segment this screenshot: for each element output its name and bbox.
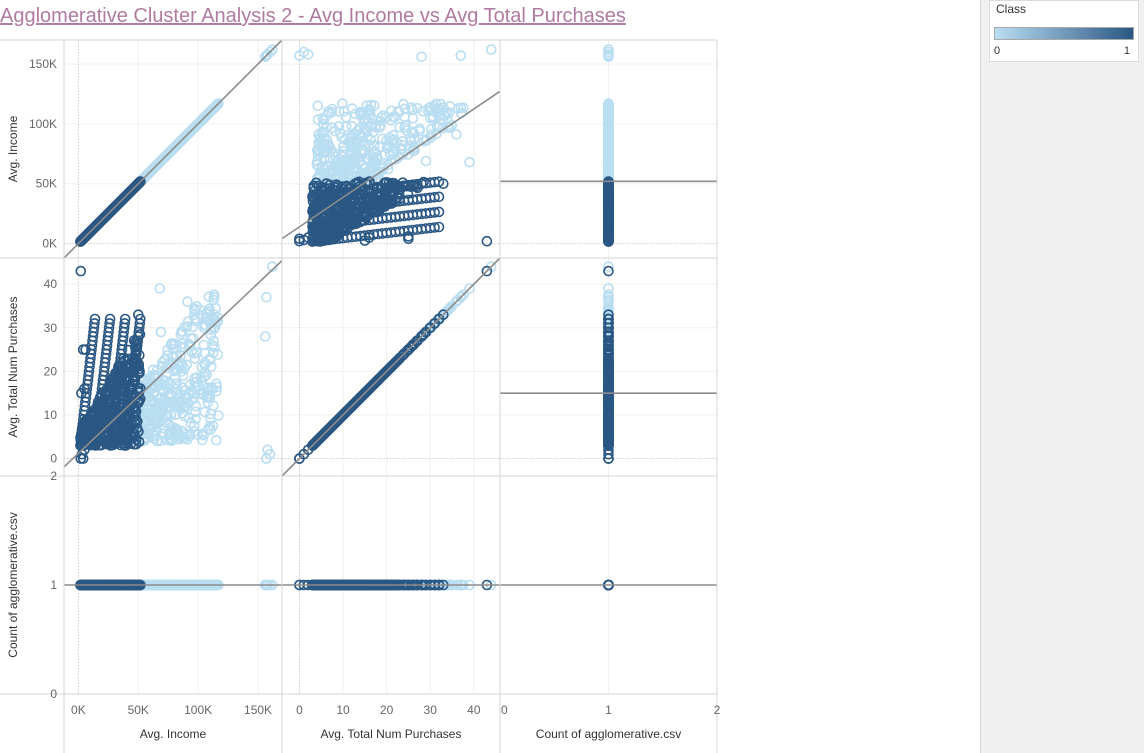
data-point-class-1[interactable] — [75, 265, 87, 277]
page-title: Agglomerative Cluster Analysis 2 - Avg I… — [0, 5, 626, 27]
data-point-class-0[interactable] — [142, 169, 153, 180]
data-point-class-0[interactable] — [179, 132, 190, 143]
data-point-class-0[interactable] — [312, 100, 324, 111]
data-point-class-0[interactable] — [154, 283, 166, 294]
data-point-class-0[interactable] — [182, 296, 193, 307]
data-point-class-0[interactable] — [155, 155, 167, 167]
data-point-class-0[interactable] — [210, 101, 221, 112]
data-point-class-0[interactable] — [162, 149, 173, 160]
data-point-class-0[interactable] — [416, 51, 427, 63]
data-point-class-0[interactable] — [198, 112, 210, 124]
data-point-class-0[interactable] — [267, 44, 278, 55]
data-point-class-0[interactable] — [451, 129, 462, 140]
data-point-class-0[interactable] — [259, 51, 271, 63]
data-point-class-0[interactable] — [155, 326, 167, 338]
data-point-class-0[interactable] — [190, 120, 202, 132]
data-point-class-0[interactable] — [455, 50, 467, 61]
data-point-class-0[interactable] — [464, 156, 475, 168]
data-point-class-0[interactable] — [176, 135, 187, 146]
data-point-class-0[interactable] — [152, 159, 163, 170]
data-point-class-0[interactable] — [261, 50, 272, 61]
panel-income-vs-income — [75, 44, 278, 247]
points-layer — [75, 44, 614, 591]
data-point-class-0[interactable] — [182, 129, 193, 140]
data-point-class-0[interactable] — [188, 123, 199, 134]
data-point-class-1[interactable] — [481, 235, 493, 247]
data-point-class-0[interactable] — [197, 114, 208, 125]
data-point-class-0[interactable] — [485, 44, 497, 55]
data-point-class-0[interactable] — [259, 331, 271, 342]
data-point-class-0[interactable] — [208, 103, 219, 114]
data-point-class-0[interactable] — [191, 119, 203, 131]
data-point-class-0[interactable] — [261, 291, 272, 303]
panel-purchases-vs-income — [75, 261, 278, 464]
data-point-class-0[interactable] — [164, 147, 175, 158]
data-point-class-0[interactable] — [144, 166, 156, 178]
data-point-class-0[interactable] — [154, 156, 166, 168]
data-point-class-0[interactable] — [420, 155, 432, 167]
data-point-class-0[interactable] — [211, 434, 222, 446]
panel-income-vs-purchases — [294, 44, 497, 247]
